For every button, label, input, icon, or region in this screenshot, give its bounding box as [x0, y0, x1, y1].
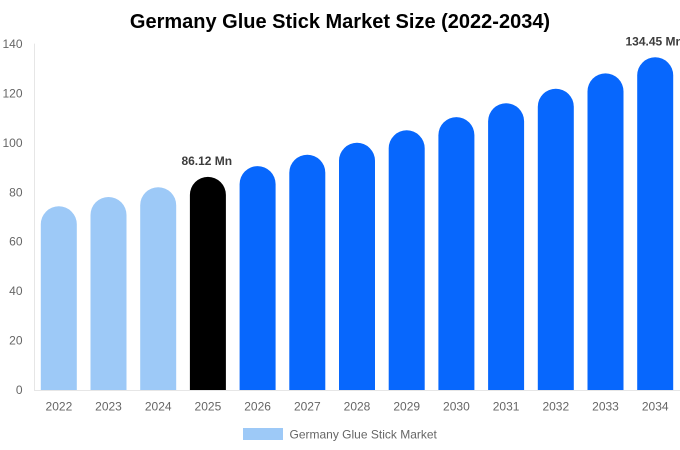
svg-text:Germany Glue Stick Market Size: Germany Glue Stick Market Size (2022-203…	[130, 11, 550, 33]
svg-text:86.12 Mn: 86.12 Mn	[181, 154, 232, 168]
svg-text:140: 140	[2, 37, 22, 51]
svg-text:2023: 2023	[95, 400, 122, 414]
svg-text:120: 120	[2, 86, 22, 100]
svg-text:20: 20	[9, 334, 23, 348]
svg-text:2034: 2034	[642, 400, 669, 414]
svg-text:60: 60	[9, 235, 23, 249]
svg-text:2024: 2024	[145, 400, 172, 414]
svg-text:40: 40	[9, 284, 23, 298]
svg-text:2025: 2025	[195, 400, 222, 414]
svg-text:2029: 2029	[393, 400, 420, 414]
svg-text:100: 100	[2, 136, 22, 150]
svg-text:0: 0	[16, 383, 23, 397]
svg-text:2030: 2030	[443, 400, 470, 414]
svg-text:2022: 2022	[46, 400, 73, 414]
svg-text:2033: 2033	[592, 400, 619, 414]
svg-text:Germany Glue Stick Market: Germany Glue Stick Market	[290, 427, 438, 441]
svg-text:2031: 2031	[493, 400, 520, 414]
svg-text:2028: 2028	[344, 400, 371, 414]
svg-text:80: 80	[9, 185, 23, 199]
svg-text:2026: 2026	[244, 400, 271, 414]
svg-text:2027: 2027	[294, 400, 321, 414]
svg-text:2032: 2032	[542, 400, 569, 414]
svg-text:134.45 Mn: 134.45 Mn	[626, 34, 680, 48]
